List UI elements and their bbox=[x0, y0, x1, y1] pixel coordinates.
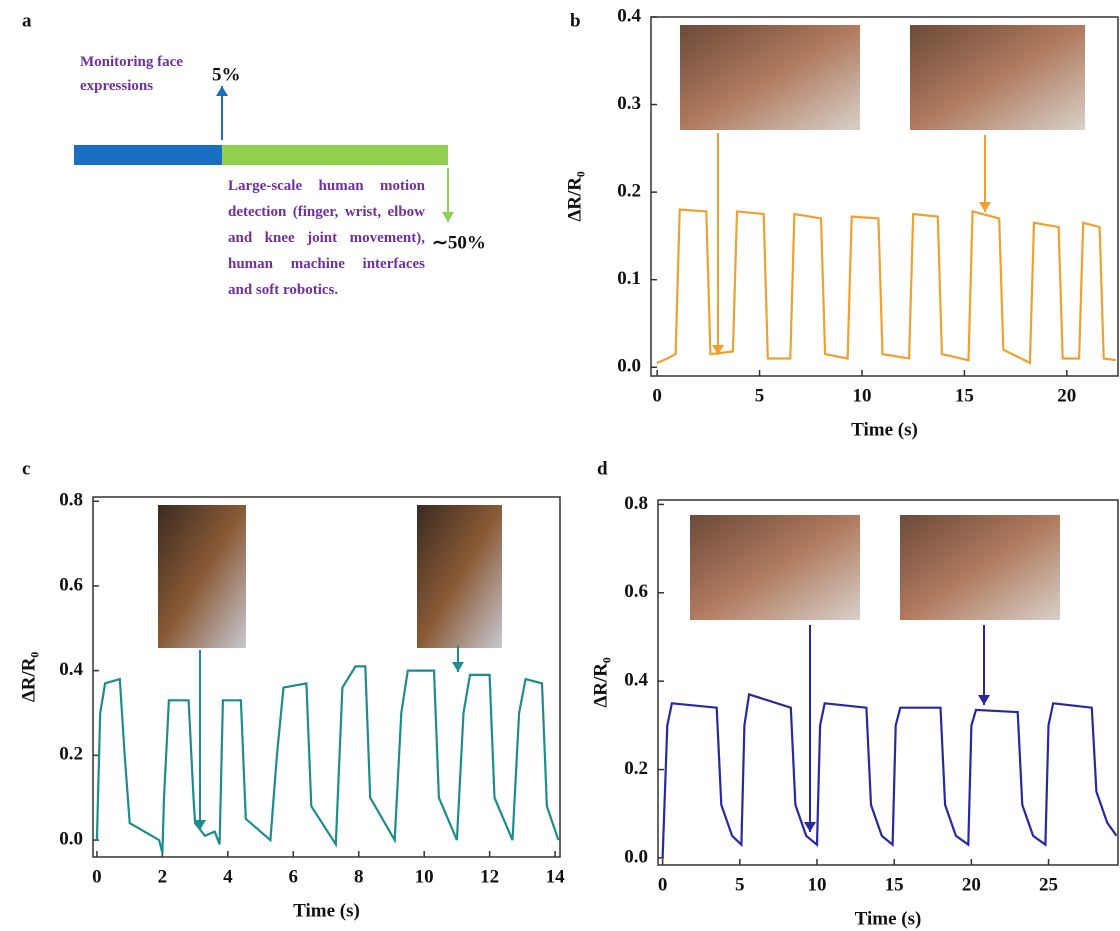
x-tick-label: 20 bbox=[962, 874, 981, 895]
x-tick-label: 4 bbox=[223, 866, 233, 887]
range-label: ∼50% bbox=[432, 232, 486, 253]
y-tick-label: 0.8 bbox=[59, 490, 83, 511]
photo-inset bbox=[158, 505, 246, 648]
x-tick-label: 14 bbox=[546, 866, 566, 887]
x-tick-label: 15 bbox=[885, 874, 904, 895]
panel-label: b bbox=[570, 10, 581, 31]
y-tick-label: 0.4 bbox=[59, 659, 83, 680]
arrow-head bbox=[452, 662, 464, 672]
range-segment bbox=[74, 145, 222, 165]
x-tick-label: 12 bbox=[480, 866, 499, 887]
y-axis-label: ΔR/R₀ bbox=[590, 657, 611, 708]
y-axis-label: ΔR/R₀ bbox=[564, 171, 585, 222]
data-line bbox=[97, 666, 559, 852]
x-tick-label: 5 bbox=[755, 385, 765, 406]
y-tick-label: 0.6 bbox=[624, 581, 648, 602]
y-tick-label: 0.2 bbox=[59, 744, 83, 765]
figure: a5%∼50%b051015200.00.10.20.30.4Time (s)Δ… bbox=[0, 0, 1120, 931]
panel-label: d bbox=[597, 458, 608, 479]
range-description: Monitoring face expressions bbox=[80, 50, 185, 98]
x-tick-label: 10 bbox=[807, 874, 826, 895]
y-tick-label: 0.0 bbox=[617, 356, 641, 377]
x-tick-label: 25 bbox=[1039, 874, 1058, 895]
x-tick-label: 10 bbox=[415, 866, 434, 887]
photo-inset bbox=[900, 515, 1060, 620]
y-tick-label: 0.0 bbox=[59, 828, 83, 849]
arrow-head bbox=[978, 695, 990, 705]
photo-inset bbox=[417, 505, 502, 648]
data-line bbox=[663, 694, 1117, 858]
chart: a5%∼50%b051015200.00.10.20.30.4Time (s)Δ… bbox=[0, 0, 1120, 931]
photo-inset bbox=[690, 515, 860, 620]
photo-inset bbox=[910, 25, 1085, 130]
y-axis-label: ΔR/R₀ bbox=[18, 652, 39, 703]
x-axis-label: Time (s) bbox=[855, 908, 922, 929]
range-segment bbox=[222, 145, 448, 165]
y-tick-label: 0.8 bbox=[624, 493, 648, 514]
x-tick-label: 10 bbox=[852, 385, 871, 406]
y-tick-label: 0.2 bbox=[617, 180, 641, 201]
x-axis-label: Time (s) bbox=[293, 900, 360, 921]
arrow-head bbox=[442, 212, 454, 222]
x-tick-label: 8 bbox=[354, 866, 364, 887]
y-tick-label: 0.4 bbox=[624, 670, 648, 691]
y-tick-label: 0.0 bbox=[624, 846, 648, 867]
x-tick-label: 5 bbox=[735, 874, 745, 895]
x-tick-label: 2 bbox=[158, 866, 168, 887]
x-axis-label: Time (s) bbox=[851, 419, 918, 440]
x-tick-label: 0 bbox=[652, 385, 662, 406]
panel-label: a bbox=[22, 10, 32, 31]
range-description: Large-scale human motion detection (fing… bbox=[228, 173, 425, 303]
y-tick-label: 0.3 bbox=[617, 93, 641, 114]
x-tick-label: 20 bbox=[1057, 385, 1076, 406]
y-tick-label: 0.4 bbox=[617, 5, 641, 26]
data-line bbox=[657, 210, 1116, 363]
x-tick-label: 6 bbox=[289, 866, 299, 887]
arrow-head bbox=[979, 202, 991, 212]
x-tick-label: 0 bbox=[92, 866, 102, 887]
photo-inset bbox=[680, 25, 860, 130]
range-label: 5% bbox=[212, 64, 241, 85]
x-tick-label: 15 bbox=[955, 385, 974, 406]
y-tick-label: 0.6 bbox=[59, 574, 83, 595]
panel-label: c bbox=[22, 458, 30, 479]
x-tick-label: 0 bbox=[658, 874, 668, 895]
y-tick-label: 0.1 bbox=[617, 268, 641, 289]
arrow-head bbox=[216, 86, 228, 96]
y-tick-label: 0.2 bbox=[624, 758, 648, 779]
arrow-head bbox=[804, 822, 816, 832]
